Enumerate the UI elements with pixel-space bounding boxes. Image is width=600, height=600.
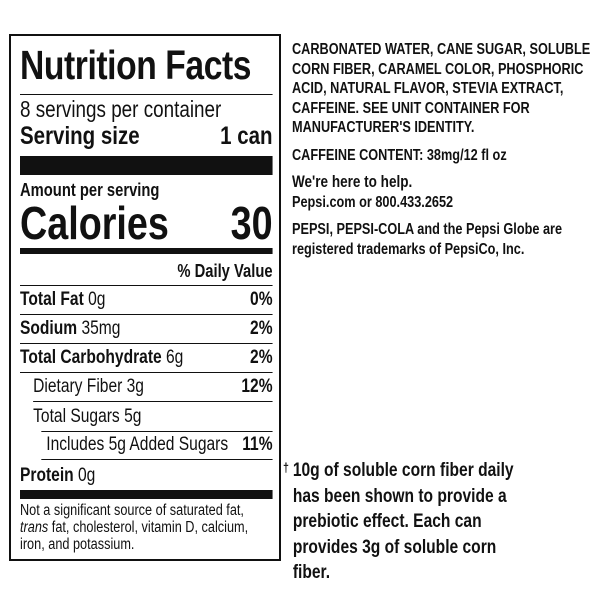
nutrient-name: Total Fat bbox=[20, 289, 84, 310]
nutrient-amount: 35mg bbox=[81, 318, 121, 339]
nutrient-name: Dietary Fiber bbox=[33, 376, 123, 397]
thick-divider bbox=[20, 490, 273, 499]
nutrient-name: Protein bbox=[20, 465, 74, 486]
nutrient-row-total-sugars: Total Sugars 5g bbox=[33, 402, 272, 431]
nutrient-dv: 2% bbox=[250, 318, 273, 339]
amount-per-serving: Amount per serving bbox=[20, 175, 273, 201]
dagger-mark: † bbox=[283, 460, 289, 475]
fiber-note: 10g of soluble corn fiber daily has been… bbox=[292, 460, 514, 583]
serving-size-label: Serving size bbox=[20, 122, 140, 150]
nutrition-facts-panel: Nutrition Facts 8 servings per container… bbox=[9, 34, 281, 561]
label-footnote: Not a significant source of saturated fa… bbox=[20, 499, 273, 553]
servings-text: 8 servings per container bbox=[20, 96, 222, 122]
nutrient-row-sodium: Sodium 35mg 2% bbox=[20, 315, 273, 344]
thick-divider bbox=[20, 156, 273, 175]
contact-info: Pepsi.com or 800.433.2652 bbox=[292, 193, 454, 211]
nutrient-amount: 6g bbox=[166, 347, 184, 368]
contact-block: We're here to help. Pepsi.com or 800.433.… bbox=[292, 173, 595, 212]
medium-divider bbox=[20, 248, 273, 254]
nutrient-dv: 0% bbox=[250, 289, 273, 310]
amount-per-serving-text: Amount per serving bbox=[20, 180, 160, 200]
serving-size-value: 1 can bbox=[220, 122, 273, 150]
nutrient-amount: 5g bbox=[124, 406, 142, 427]
nutrient-amount: 0g bbox=[78, 465, 96, 486]
servings-per-container: 8 servings per container bbox=[20, 95, 273, 123]
footnote-text: fat, cholesterol, vitamin D, calcium, ir… bbox=[20, 519, 249, 553]
caffeine-content: CAFFEINE CONTENT: 38mg/12 fl oz bbox=[292, 146, 507, 164]
nutrient-dv: 2% bbox=[250, 347, 273, 368]
nutrient-row-protein: Protein 0g bbox=[20, 460, 273, 490]
nutrient-row-total-carbohydrate: Total Carbohydrate 6g 2% bbox=[20, 344, 273, 373]
daily-value-header: % Daily Value bbox=[20, 254, 273, 286]
calories-row: Calories 30 bbox=[20, 197, 273, 249]
footnote-italic: trans bbox=[20, 519, 49, 536]
fiber-footnote: † 10g of soluble corn fiber daily has be… bbox=[283, 458, 595, 586]
footnote-text: Not a significant source of saturated fa… bbox=[20, 502, 244, 519]
trademark-notice: PEPSI, PEPSI-COLA and the Pepsi Globe ar… bbox=[292, 221, 563, 258]
nutrient-row-total-fat: Total Fat 0g 0% bbox=[20, 286, 273, 315]
nutrient-name: Includes 5g Added Sugars bbox=[46, 434, 229, 455]
nutrition-facts-title: Nutrition Facts bbox=[20, 36, 273, 95]
nutrient-amount: 3g bbox=[126, 376, 144, 397]
nutrient-row-dietary-fiber: Dietary Fiber 3g 12% bbox=[33, 373, 273, 402]
nutrient-name: Total Sugars bbox=[33, 406, 120, 427]
serving-size: Serving size 1 can bbox=[20, 122, 273, 153]
daily-value-header-text: % Daily Value bbox=[177, 261, 273, 281]
nutrient-name: Sodium bbox=[20, 318, 78, 339]
ingredients: CARBONATED WATER, CANE SUGAR, SOLUBLE CO… bbox=[292, 41, 591, 136]
title-text: Nutrition Facts bbox=[20, 41, 252, 88]
help-heading: We're here to help. bbox=[292, 173, 413, 191]
product-info: CARBONATED WATER, CANE SUGAR, SOLUBLE CO… bbox=[292, 40, 595, 267]
nutrient-dv: 12% bbox=[241, 376, 273, 397]
nutrient-dv: 11% bbox=[242, 434, 273, 455]
nutrient-amount: 0g bbox=[88, 289, 106, 310]
calories-label: Calories bbox=[20, 197, 169, 249]
nutrient-name: Total Carbohydrate bbox=[20, 347, 162, 368]
nutrient-row-added-sugars: Includes 5g Added Sugars 11% bbox=[41, 431, 273, 460]
calories-value: 30 bbox=[230, 197, 273, 249]
